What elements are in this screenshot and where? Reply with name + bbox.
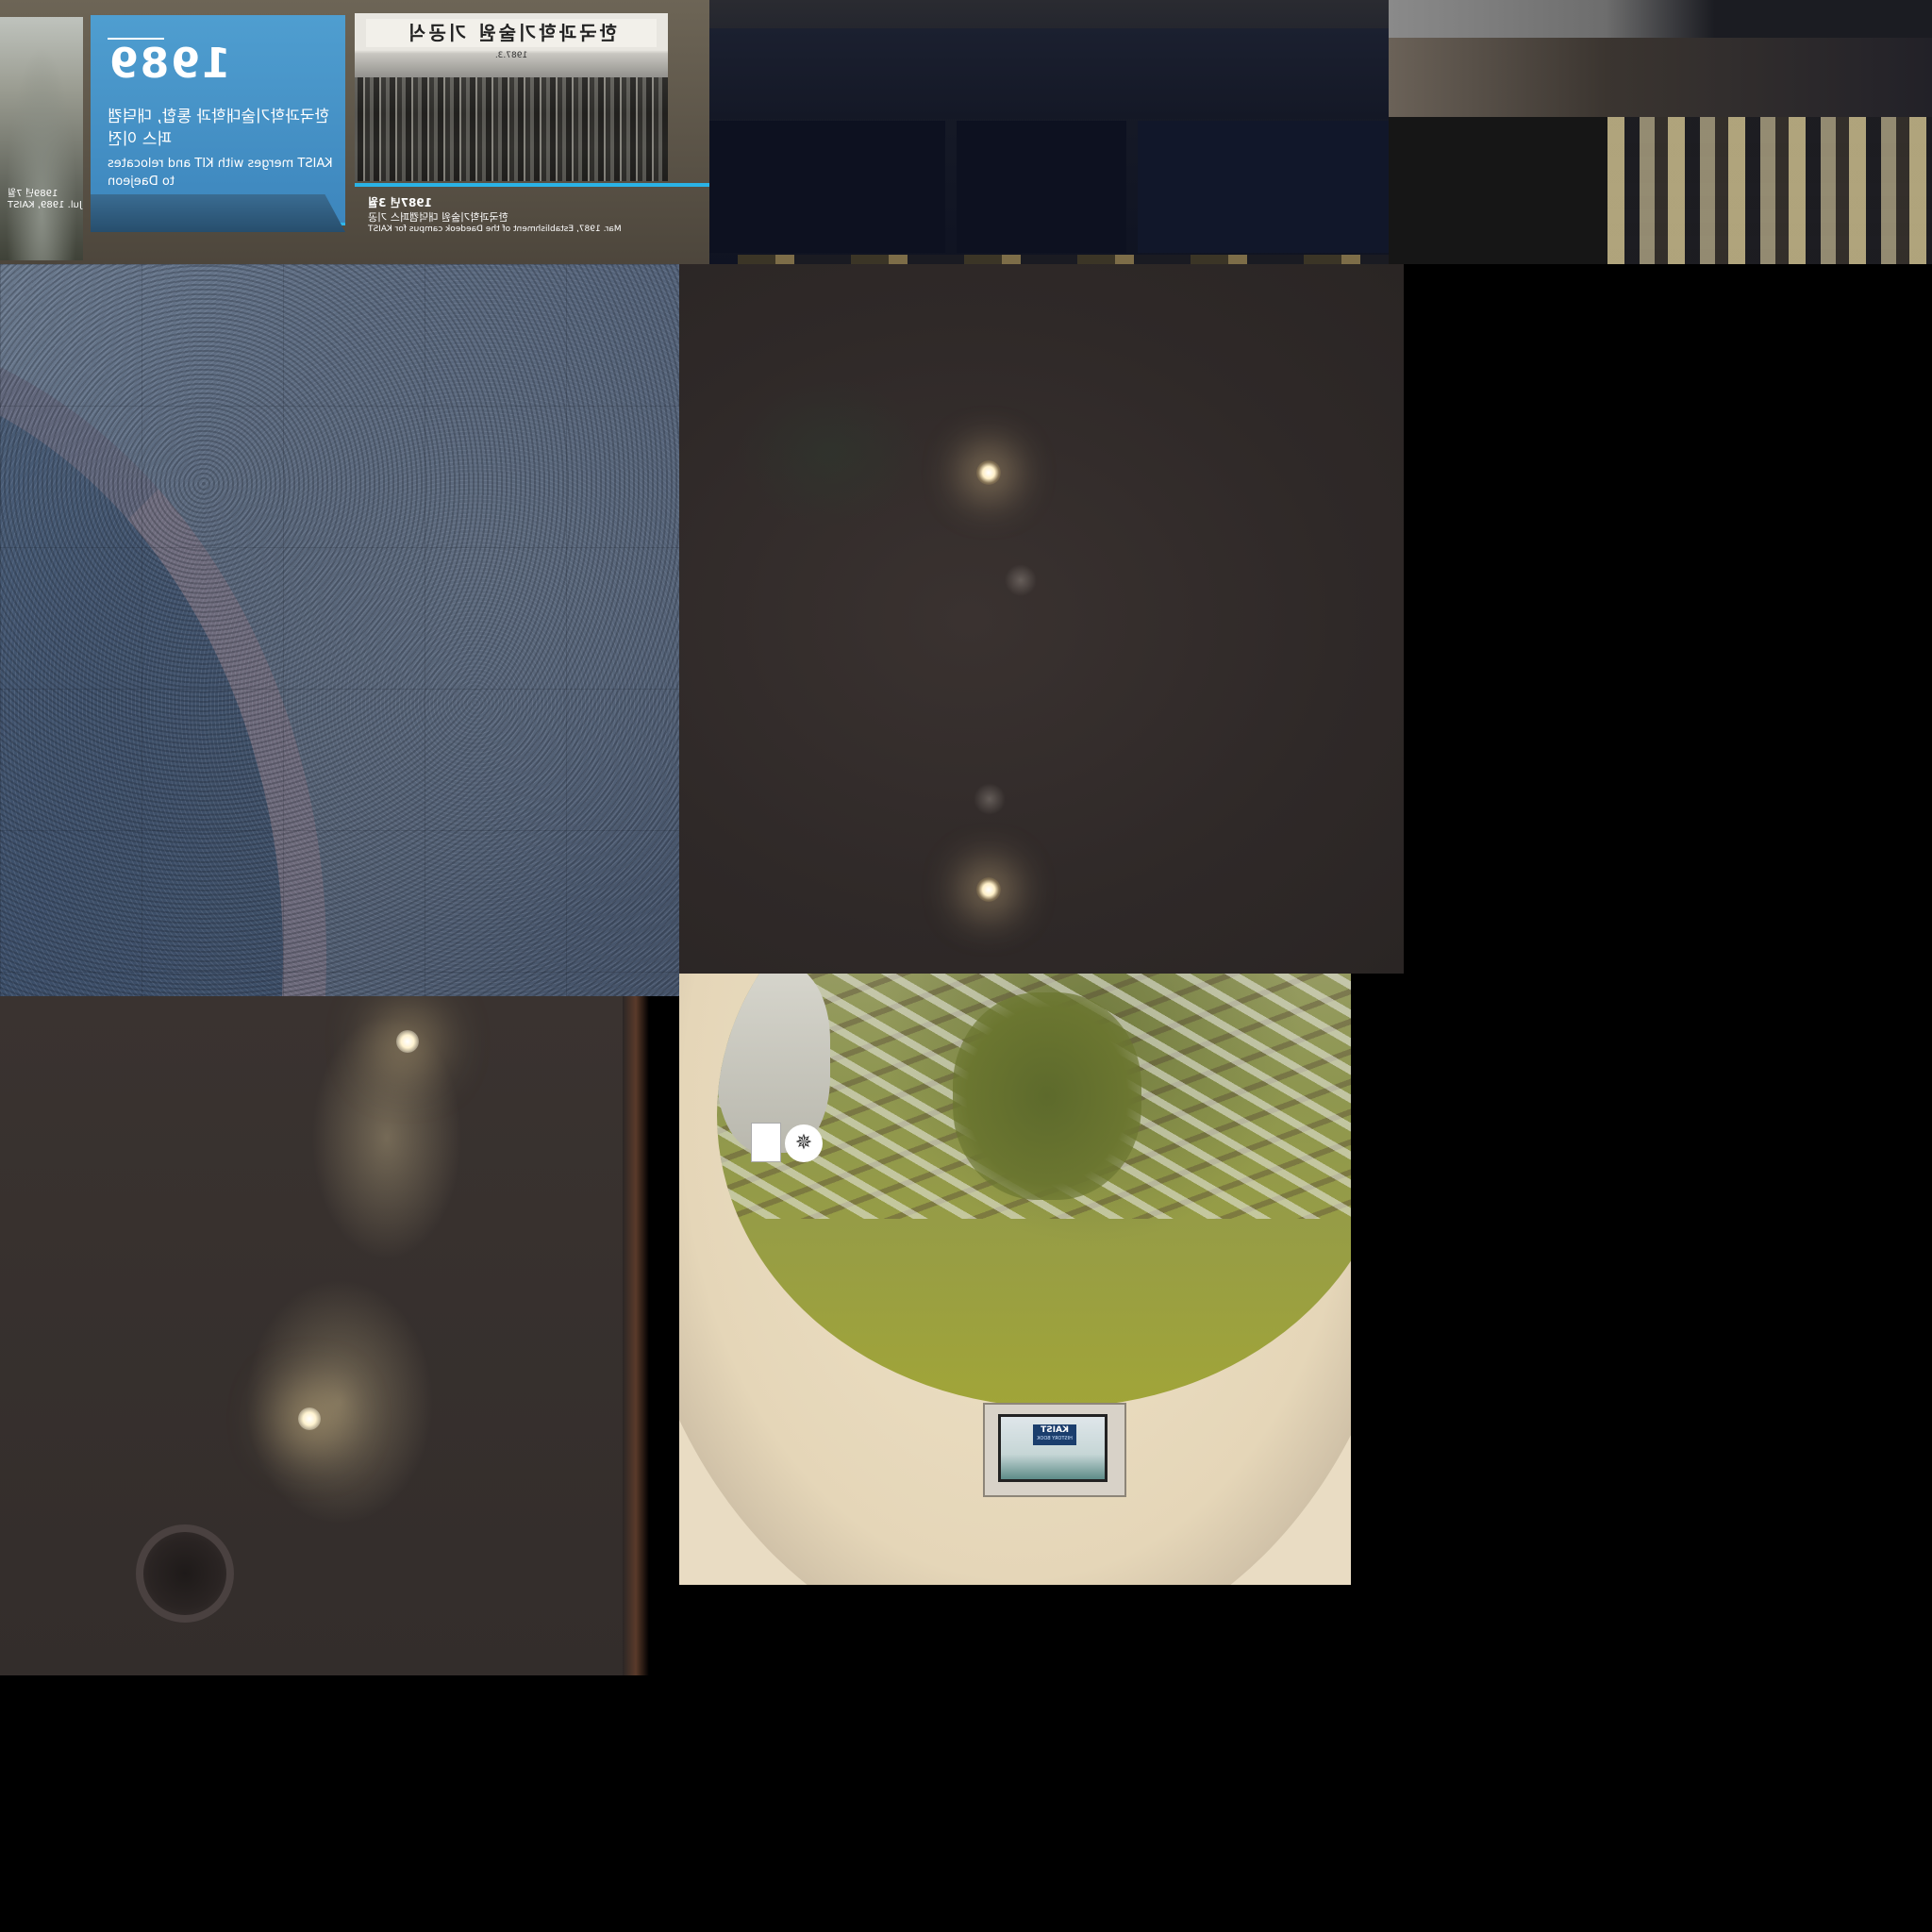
ceremony-banner-date: 1987.3.: [494, 51, 528, 60]
ceiling-band: [709, 28, 1389, 119]
ceiling-block: [709, 121, 945, 253]
ceiling-block: [1138, 121, 1389, 253]
ceiling-light: [976, 877, 1001, 902]
photo-caption-en: Mar. 1987, Establishment of the Daedeok …: [368, 225, 622, 234]
ceremony-banner: 한국과학기술원 기공식: [366, 19, 657, 47]
side-caption-en: Jul. 1989, KAIST: [8, 200, 82, 210]
stone-floor-tile: [0, 264, 679, 996]
ceiling-block: [957, 121, 1126, 253]
model-forest: [953, 992, 1141, 1200]
kiosk-logo: KAIST: [1041, 1425, 1069, 1435]
side-caption: 1989년 7월 Jul. 1989, KAIST: [8, 189, 83, 211]
accent-strip: [355, 183, 709, 187]
ceiling-shadow: [736, 377, 924, 528]
ceremony-photo: 한국과학기술원 기공식 1987.3.: [355, 13, 668, 181]
kiosk-subtitle: HISTORY BOOK: [1037, 1436, 1073, 1441]
panel-title-en: KAIST merges with KIT and relocates to D…: [108, 157, 333, 189]
floor-tile-grid: [0, 264, 679, 996]
kiosk-logo-block: KAIST HISTORY BOOK: [1033, 1424, 1076, 1445]
panel-base: [91, 194, 345, 232]
ceremony-crowd: [355, 77, 668, 181]
campus-model: [717, 974, 1351, 1407]
light-beam: [311, 1015, 462, 1260]
side-caption-kr: 1989년 7월: [8, 189, 58, 199]
spotlight: [298, 1407, 321, 1430]
mosaic-grid: [1607, 117, 1932, 264]
info-kiosk: KAIST HISTORY BOOK: [983, 1403, 1126, 1497]
exhibit-wall-mirrored: 1989 한국과학기술대학과 통합, 대덕캠퍼스 이전 KAIST merges…: [0, 0, 709, 264]
lens-flare: [1005, 564, 1037, 596]
ceiling-lights-tile: [679, 264, 1404, 974]
campus-model-tile: ✵ KAIST HISTORY BOOK: [679, 974, 1351, 1585]
mosaic-top: [1389, 0, 1932, 38]
spotlight: [396, 1030, 419, 1053]
dark-ceiling-tile: [709, 0, 1389, 264]
kiosk-screen: KAIST HISTORY BOOK: [998, 1414, 1108, 1482]
compass-icon: ✵: [785, 1124, 823, 1162]
photo-caption-kr: 한국과학기술원 대덕캠퍼스 기공: [368, 211, 508, 224]
ceiling-light: [976, 460, 1001, 485]
year-label: 1989: [108, 40, 231, 88]
ceiling-spots-tile: [0, 996, 649, 1675]
wall-edge: [623, 996, 649, 1675]
ceiling-vent: [136, 1524, 234, 1623]
model-info-card: [751, 1123, 781, 1162]
year-panel: 1989 한국과학기술대학과 통합, 대덕캠퍼스 이전 KAIST merges…: [91, 15, 345, 225]
mosaic-middle: [1389, 38, 1932, 117]
photo-caption-date: 1987년 3월: [368, 196, 433, 209]
floor-texture: [0, 264, 679, 996]
lens-flare: [974, 783, 1006, 815]
campus-aerial-photo: [0, 17, 83, 260]
light-beam: [245, 1279, 434, 1524]
exhibit-wall-tile: 1989 한국과학기술대학과 통합, 대덕캠퍼스 이전 KAIST merges…: [0, 0, 709, 264]
panel-title-kr: 한국과학기술대학과 통합, 대덕캠퍼스 이전: [108, 108, 330, 149]
ceiling-light-row: [738, 255, 1389, 264]
mosaic-tile: [1389, 0, 1932, 264]
